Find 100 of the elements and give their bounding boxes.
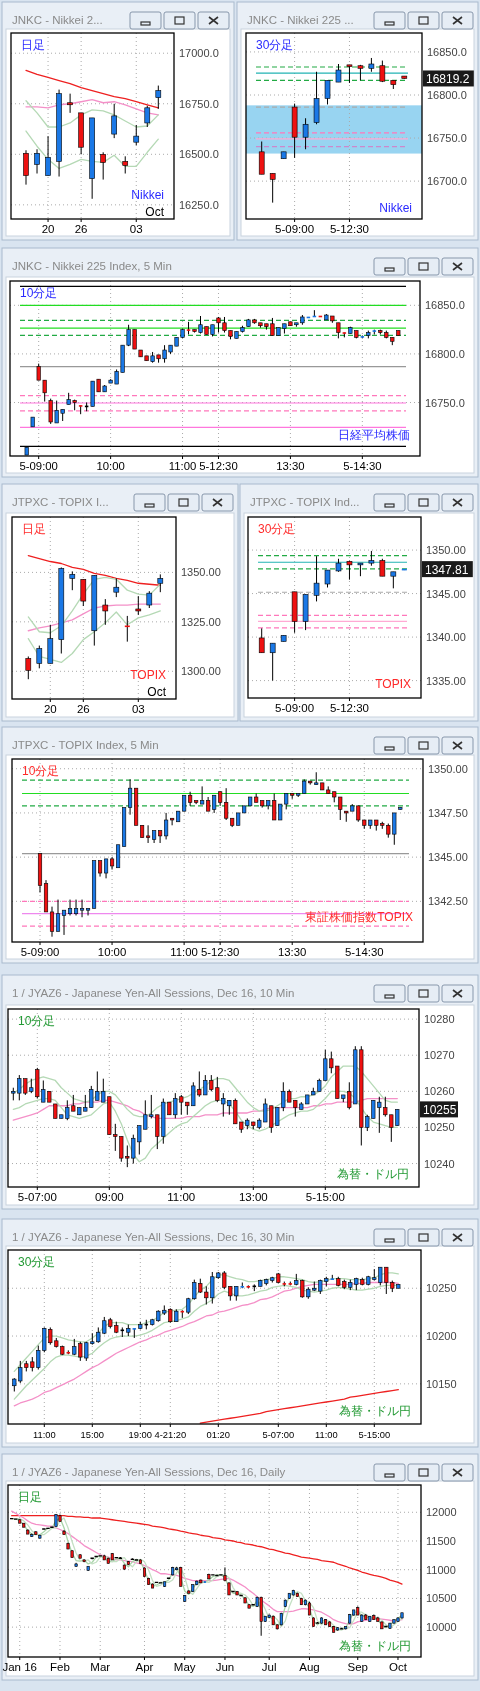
x-tick-label: Jul: [261, 1661, 277, 1673]
candlestick: [49, 906, 55, 938]
y-tick-label: 10240: [424, 1157, 455, 1170]
annotation: TOPIX: [375, 677, 411, 691]
candlestick: [45, 135, 51, 177]
x-tick-label: 4-21:20: [154, 1430, 187, 1440]
x-tick-label: 09:00: [94, 1191, 124, 1203]
y-tick-label: 16750.0: [427, 132, 467, 145]
line-series: [11, 1515, 403, 1585]
y-tick-label: 12000: [426, 1506, 457, 1519]
y-tick-label: 1342.50: [428, 895, 468, 908]
annotation: 日経平均株価: [338, 428, 410, 442]
candlestick: [104, 858, 109, 879]
chart-title: JNKC - Nikkei 2...: [12, 14, 103, 26]
x-tick-label: 11:00: [170, 946, 198, 958]
annotation: Nikkei: [131, 188, 164, 202]
chart-title: 1 / JYAZ6 - Japanese Yen-All Sessions, Dec 16, 30 Min: [12, 1231, 295, 1243]
x-tick-label: Feb: [50, 1661, 70, 1673]
y-tick-label: 17000.0: [179, 47, 219, 60]
candlestick: [85, 907, 91, 916]
annotation: 30分足: [18, 1255, 56, 1269]
x-tick-label: Oct: [389, 1661, 408, 1673]
x-axis-title: Oct: [147, 685, 167, 699]
y-tick-label: 16500.0: [179, 148, 219, 161]
annotation: 10分足: [20, 286, 58, 300]
candlestick: [73, 899, 79, 916]
chart-title: 1 / JYAZ6 - Japanese Yen-All Sessions, Dec 16, 10 Min: [12, 987, 295, 999]
candlestick: [116, 844, 121, 869]
candlestick: [133, 124, 140, 146]
candlestick: [55, 899, 61, 932]
x-tick-label: 5-07:00: [262, 1430, 295, 1440]
x-tick-label: 5-09:00: [275, 702, 315, 714]
x-tick-label: 11:00: [314, 1430, 338, 1440]
x-tick-label: 20: [41, 223, 55, 235]
y-tick-label: 1350.00: [426, 544, 466, 557]
y-tick-label: 16750.0: [179, 97, 219, 110]
x-tick-label: 13:00: [238, 1191, 268, 1203]
candlestick: [313, 555, 320, 602]
y-tick-label: 1347.50: [428, 806, 468, 819]
x-tick-label: 13:30: [276, 460, 305, 472]
candlestick: [155, 85, 162, 110]
candlestick: [324, 79, 331, 105]
y-tick-label: 10250: [426, 1282, 457, 1295]
x-tick-label: 5-07:00: [17, 1191, 57, 1203]
y-tick-label: 1345.00: [426, 587, 466, 600]
candlestick: [346, 64, 353, 84]
x-tick-label: 03: [131, 703, 145, 715]
candlestick: [269, 642, 276, 682]
x-tick-label: 5-14:30: [345, 946, 384, 958]
candlestick: [61, 909, 67, 936]
candlestick: [135, 595, 142, 616]
x-tick-label: 11:00: [167, 1191, 196, 1203]
x-tick-label: Sep: [347, 1661, 368, 1673]
candlestick: [97, 1554, 103, 1558]
y-tick-label: 10500: [426, 1592, 457, 1605]
y-tick-label: 1300.00: [181, 665, 221, 678]
x-tick-label: 5-09:00: [20, 946, 60, 958]
y-tick-label: 10200: [426, 1330, 457, 1343]
y-tick-label: 1340.00: [426, 631, 466, 644]
x-tick-label: 10:00: [97, 946, 127, 958]
y-tick-label: 11500: [426, 1534, 456, 1547]
y-tick-label: 1350.00: [428, 762, 468, 775]
last-price: 10255: [420, 1101, 458, 1118]
candlestick: [335, 63, 342, 83]
x-tick-label: 26: [74, 223, 88, 235]
x-tick-label: 5-12:30: [200, 946, 240, 958]
line-series: [27, 603, 161, 632]
y-tick-label: 16700.0: [427, 175, 467, 188]
chart-title: 1 / JYAZ6 - Japanese Yen-All Sessions, Dec 16, Daily: [12, 1466, 286, 1478]
x-tick-label: 5-12:30: [199, 460, 238, 472]
candlestick: [210, 1573, 216, 1577]
y-tick-label: 11000: [426, 1563, 456, 1576]
candlestick: [23, 149, 29, 186]
candlestick: [13, 1517, 19, 1521]
x-tick-label: Jun: [215, 1661, 235, 1673]
line-series: [25, 69, 159, 109]
y-tick-label: 10270: [424, 1049, 455, 1062]
annotation: 日足: [18, 1490, 42, 1504]
annotation: TOPIX: [130, 668, 166, 682]
annotation: 為替・ドル円: [339, 1404, 411, 1418]
y-tick-label: 1345.00: [428, 851, 468, 864]
y-tick-label: 10260: [424, 1085, 455, 1098]
annotation: 為替・ドル円: [339, 1639, 411, 1653]
x-tick-label: 11:00: [168, 460, 197, 472]
x-tick-label: May: [173, 1661, 196, 1673]
candlestick: [102, 598, 109, 626]
y-tick-label: 16800.0: [427, 89, 467, 101]
x-tick-label: 5-14:30: [343, 460, 382, 472]
line-series: [27, 610, 161, 664]
candlestick: [128, 778, 133, 816]
y-tick-label: 1325.00: [181, 615, 221, 628]
x-tick-label: 03: [129, 223, 143, 235]
x-tick-label: Jan 16: [2, 1661, 38, 1673]
candlestick: [124, 615, 130, 643]
y-tick-label: 16250.0: [179, 198, 219, 211]
candlestick: [79, 899, 85, 918]
candlestick: [80, 578, 87, 607]
candlestick: [223, 1566, 227, 1582]
x-tick-label: Apr: [135, 1661, 154, 1673]
y-tick-label: 16800.0: [425, 347, 465, 360]
